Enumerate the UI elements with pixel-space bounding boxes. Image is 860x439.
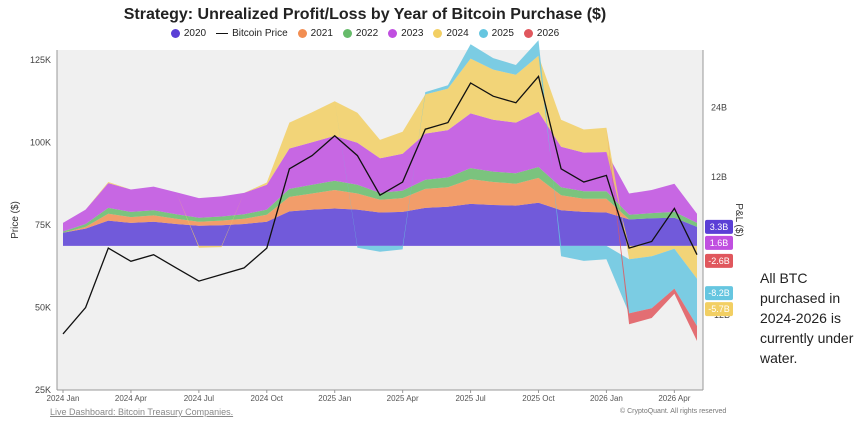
y-tick-label: 75K xyxy=(35,220,51,230)
legend-swatch xyxy=(478,29,488,38)
y2-tick-label: 24B xyxy=(711,103,727,113)
end-value-badge-bg xyxy=(705,219,733,234)
series-area-2023 xyxy=(63,111,697,232)
end-value-badge-bg xyxy=(705,302,733,317)
y-axis-label: Price ($) xyxy=(10,201,21,239)
end-value-badge: 3.3B xyxy=(705,219,733,234)
legend-item-2021[interactable]: 2021 xyxy=(297,28,333,39)
x-tick-label: 2024 Jul xyxy=(184,394,214,403)
x-tick-label: 2025 Apr xyxy=(387,394,419,403)
end-value-badge: -8.2B xyxy=(705,286,733,301)
legend-item-bitcoin-price[interactable]: Bitcoin Price xyxy=(216,28,288,39)
x-tick-label: 2025 Jan xyxy=(318,394,351,403)
legend-item-2024[interactable]: 2024 xyxy=(433,28,469,39)
x-tick-label: 2025 Oct xyxy=(522,394,555,403)
legend-swatch xyxy=(170,29,180,38)
legend-label: 2026 xyxy=(536,28,560,39)
end-value-label: -2.6B xyxy=(708,256,730,266)
bitcoin-price-line xyxy=(62,75,698,335)
y-tick-label: 25K xyxy=(35,385,51,395)
x-tick-label: 2026 Jan xyxy=(590,394,623,403)
x-tick-label: 2024 Apr xyxy=(115,394,147,403)
end-value-badge-bg xyxy=(705,253,733,268)
x-tick-label: 2024 Jan xyxy=(47,394,80,403)
legend-label: 2024 xyxy=(446,28,469,39)
legend-swatch xyxy=(342,29,352,38)
legend-label: 2021 xyxy=(310,28,333,39)
source-credit: © CryptoQuant. All rights reserved xyxy=(620,408,727,415)
legend-label: 2025 xyxy=(491,28,514,39)
series-area-2024 xyxy=(63,55,697,279)
legend-item-2020[interactable]: 2020 xyxy=(170,28,207,39)
end-value-label: 1.6B xyxy=(710,238,729,248)
chart-title: Strategy: Unrealized Profit/Loss by Year… xyxy=(123,6,607,23)
end-value-label: -8.2B xyxy=(708,288,730,298)
legend-label: Bitcoin Price xyxy=(232,28,288,39)
legend-item-2025[interactable]: 2025 xyxy=(478,28,514,39)
legend-item-2026[interactable]: 2026 xyxy=(523,28,560,39)
legend-swatch xyxy=(523,29,533,38)
x-tick-label: 2024 Oct xyxy=(251,394,284,403)
legend-item-2023[interactable]: 2023 xyxy=(388,28,423,39)
annotation-text: All BTC purchased in 2024-2026 is curren… xyxy=(760,270,854,366)
legend-label: 2020 xyxy=(183,28,207,39)
series-area-2025 xyxy=(63,40,697,326)
end-value-badge: -2.6B xyxy=(705,253,733,268)
y-tick-label: 125K xyxy=(30,55,51,65)
end-value-badge-bg xyxy=(705,286,733,301)
series-area-2020 xyxy=(63,202,697,246)
legend-swatch xyxy=(433,29,443,38)
y-tick-label: 50K xyxy=(35,302,51,312)
legend-label: 2022 xyxy=(355,28,379,39)
end-value-badge: 1.6B xyxy=(705,235,733,250)
series-area-2021 xyxy=(63,177,697,233)
y-tick-label: 100K xyxy=(30,137,51,147)
chart-legend: 2020 Bitcoin Price 2021 2022 2023 2024 2025 202… xyxy=(0,28,730,39)
legend-label: 2023 xyxy=(401,28,424,39)
legend-swatch xyxy=(216,33,229,34)
y2-tick-label: 12B xyxy=(711,172,727,182)
x-tick-label: 2025 Jul xyxy=(455,394,485,403)
end-value-label: 3.3B xyxy=(710,222,729,232)
end-value-badge: -5.7B xyxy=(705,302,733,317)
legend-item-2022[interactable]: 2022 xyxy=(342,28,379,39)
legend-swatch xyxy=(388,29,398,38)
y2-axis-label: P&L ($) xyxy=(733,203,744,237)
x-tick-label: 2026 Apr xyxy=(658,394,690,403)
legend-swatch xyxy=(297,29,307,38)
dashboard-link[interactable]: Live Dashboard: Bitcoin Treasury Compani… xyxy=(50,407,234,417)
end-value-label: -5.7B xyxy=(708,304,730,314)
end-value-badge-bg xyxy=(705,235,733,250)
